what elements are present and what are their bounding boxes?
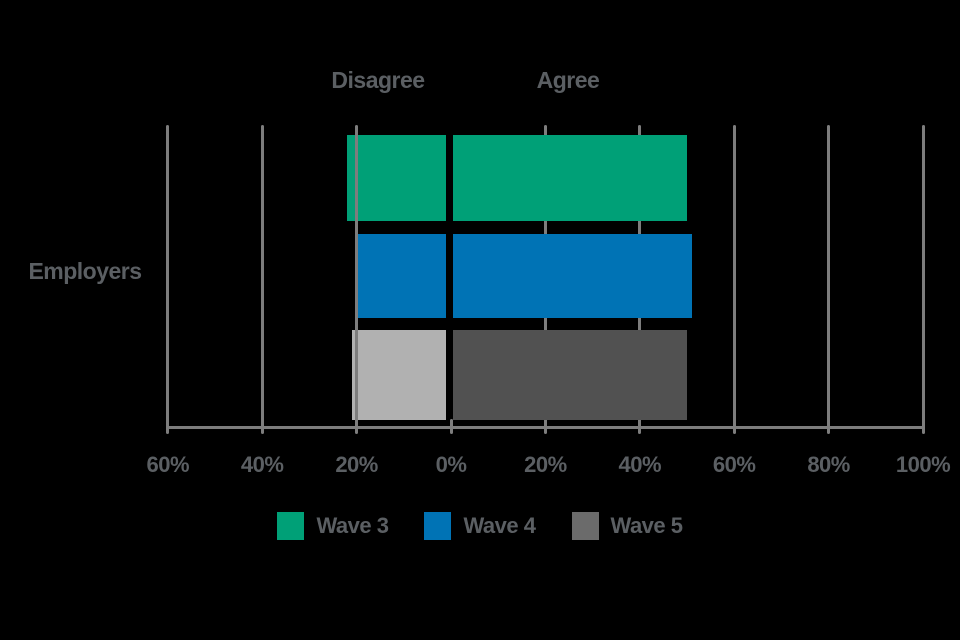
legend-item-wave-4: Wave 4 (424, 512, 536, 540)
legend-swatch-wave-5-icon (571, 512, 599, 540)
bar-wave-3-disagree (347, 135, 446, 221)
gridline--20 (355, 125, 359, 434)
x-axis-tick-label-6: 60% (712, 452, 756, 477)
x-axis-tick-label-7: 80% (807, 452, 850, 477)
x-axis-tick-label-5: 40% (618, 452, 662, 477)
gridline--60 (166, 125, 170, 434)
bar-wave-4-disagree (356, 234, 446, 318)
gridline--40 (260, 125, 264, 434)
bar-wave-4-agree (453, 234, 692, 318)
disagree-header: Disagree (331, 67, 425, 93)
x-axis-tick-label-0: 60% (146, 452, 190, 477)
x-axis-tick-label-3: 0% (435, 452, 467, 477)
legend-swatch-wave-4-icon (424, 512, 452, 540)
legend-swatch-wave-3-icon (277, 512, 305, 540)
bar-wave-3-agree (453, 135, 687, 221)
legend-item-wave-5: Wave 5 (571, 512, 684, 540)
gridline-100 (921, 125, 925, 434)
x-axis-tick-label-2: 20% (335, 452, 378, 477)
gridline-80 (827, 125, 831, 434)
x-axis-line (167, 426, 925, 429)
legend-label-wave-5: Wave 5 (610, 513, 684, 538)
legend: Wave 3 Wave 4 Wave 5 (0, 512, 960, 540)
bar-wave-5-agree (453, 330, 687, 420)
legend-item-wave-3: Wave 3 (277, 512, 389, 540)
agree-header: Agree (536, 67, 600, 93)
x-axis-tick-label-1: 40% (240, 452, 284, 477)
legend-label-wave-4: Wave 4 (463, 513, 536, 538)
x-axis-tick-label-4: 20% (524, 452, 567, 477)
bar-wave-5-disagree (351, 330, 446, 420)
x-axis-tick-label-8: 100% (895, 452, 951, 477)
gridline-0 (449, 419, 453, 434)
gridline-60 (732, 125, 736, 434)
legend-label-wave-3: Wave 3 (316, 513, 389, 538)
category-label-employers: Employers (28, 258, 142, 284)
